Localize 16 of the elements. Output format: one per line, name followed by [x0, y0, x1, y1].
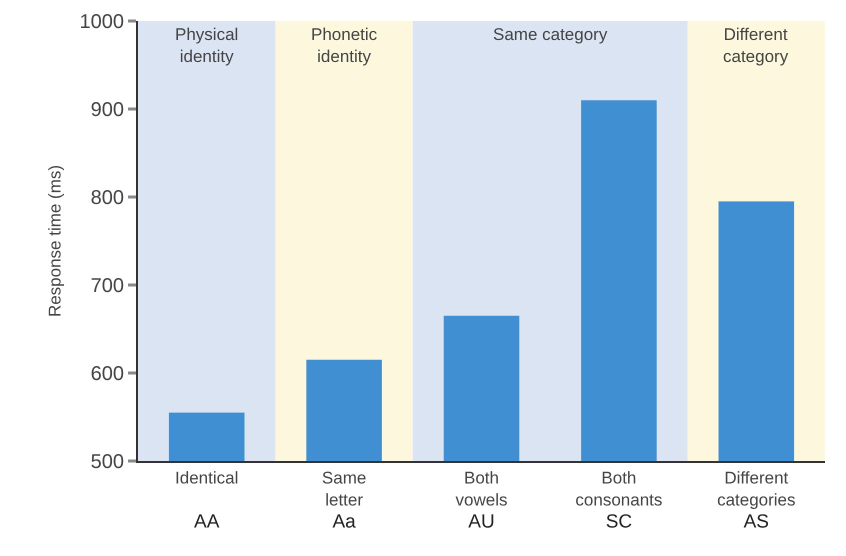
band-label: Different category — [723, 25, 789, 66]
y-tick-label: 700 — [90, 275, 124, 297]
y-tick-label: 900 — [90, 99, 124, 121]
y-tick-label: 500 — [90, 451, 124, 473]
x-tick-label: Same letter Aa — [322, 468, 366, 533]
y-tick-label: 800 — [90, 187, 124, 209]
band-label: Physical identity — [175, 25, 238, 66]
category-label: Identical AA — [175, 468, 238, 533]
band-label: Same category — [493, 25, 608, 44]
x-tick-label: Both vowels AU — [456, 468, 508, 533]
y-tick-label: 1000 — [80, 11, 124, 33]
x-tick-label: Both consonants SC — [575, 468, 662, 533]
y-tick-label: 600 — [90, 363, 124, 385]
y-axis-title: Response time (ms) — [46, 164, 65, 318]
band-label: Phonetic identity — [311, 25, 378, 66]
x-tick-label: Different categories AS — [717, 468, 796, 533]
